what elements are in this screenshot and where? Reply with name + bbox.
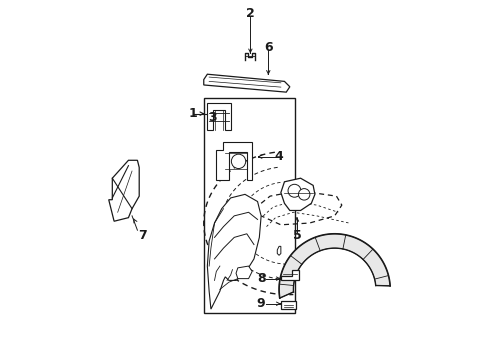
Polygon shape	[216, 142, 252, 180]
Polygon shape	[204, 74, 290, 92]
Circle shape	[231, 154, 245, 168]
Polygon shape	[281, 301, 296, 309]
Text: 3: 3	[208, 111, 216, 124]
Bar	[204, 98, 295, 313]
Polygon shape	[279, 234, 390, 298]
Text: 8: 8	[257, 272, 266, 285]
Circle shape	[288, 184, 301, 197]
Polygon shape	[281, 178, 315, 211]
Text: 1: 1	[189, 107, 197, 120]
Text: 7: 7	[138, 229, 147, 242]
Polygon shape	[236, 266, 252, 279]
Text: 5: 5	[293, 229, 301, 242]
Polygon shape	[281, 270, 299, 280]
Polygon shape	[277, 246, 281, 255]
Polygon shape	[207, 103, 231, 130]
Text: 6: 6	[264, 41, 272, 54]
Polygon shape	[207, 194, 261, 309]
Circle shape	[298, 189, 310, 200]
Text: 2: 2	[246, 7, 255, 20]
Polygon shape	[109, 160, 139, 221]
Text: 4: 4	[275, 150, 283, 163]
Text: 9: 9	[257, 297, 266, 310]
